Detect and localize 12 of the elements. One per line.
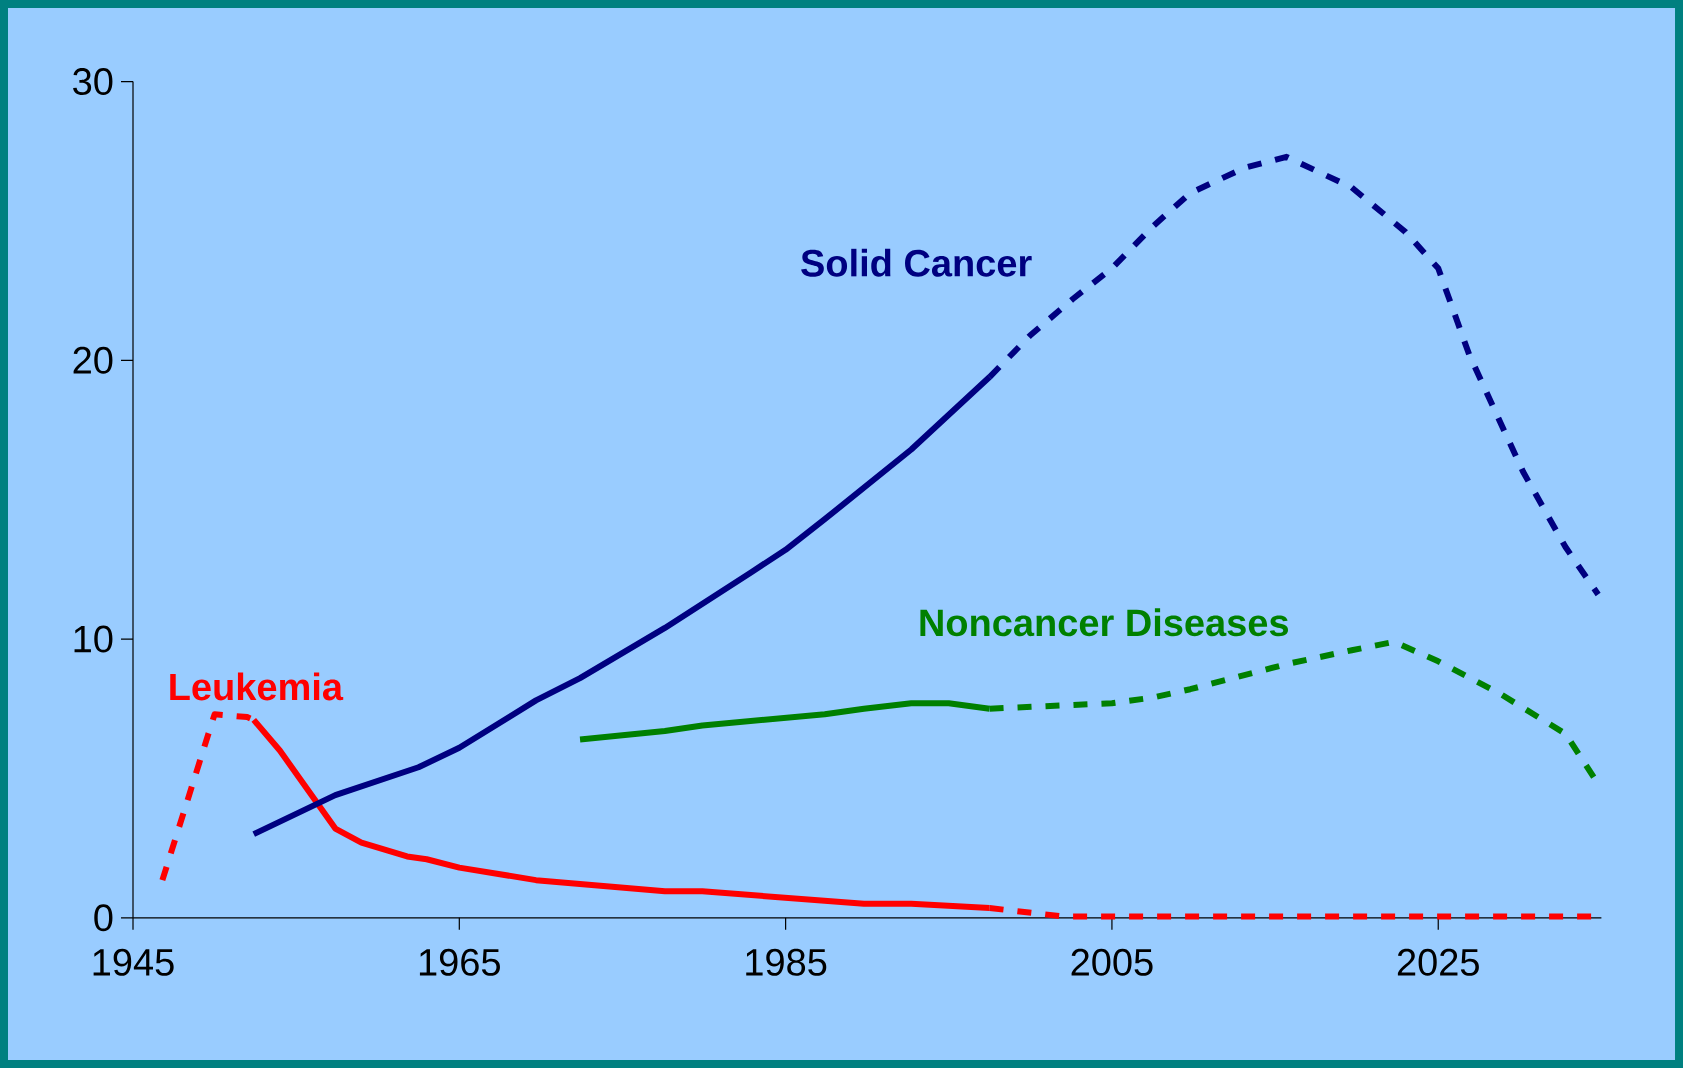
x-tick-label: 1945 [93,948,174,976]
series-label: Leukemia [170,672,344,701]
y-tick-label: 0 [94,904,113,932]
x-tick-label: 2005 [1071,948,1153,976]
y-tick-label: 30 [73,68,113,96]
text: Solid Cancer [801,248,1032,277]
x-tick-label: 1965 [419,948,500,976]
y-tick-label: 10 [74,625,113,653]
y-tick-label: 20 [73,346,113,374]
x-tick-label: 2025 [1397,948,1479,976]
series-label: Noncancer Diseases [920,608,1289,637]
x-tick-label: 1985 [746,948,827,976]
